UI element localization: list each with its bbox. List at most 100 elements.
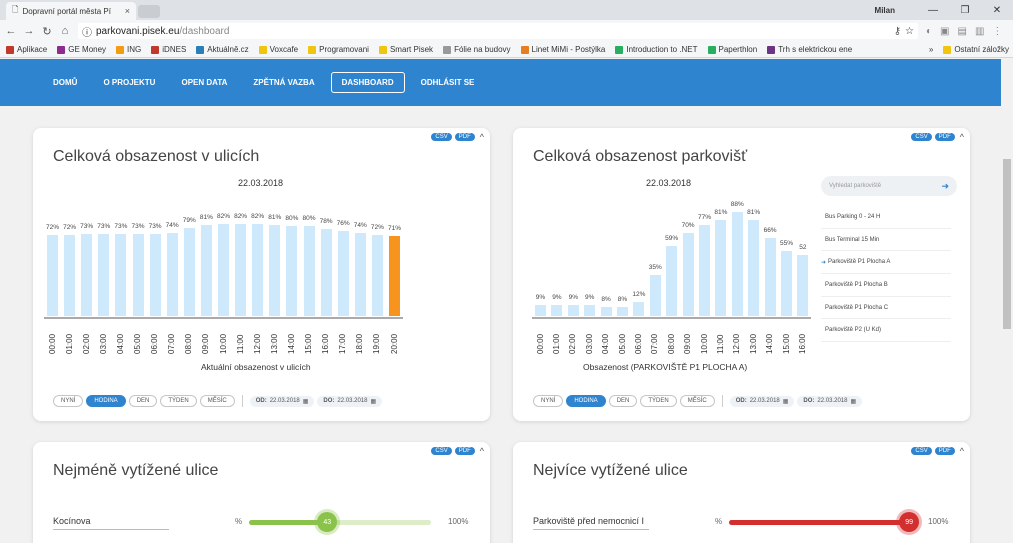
- nav-item[interactable]: DOMŮ: [53, 78, 78, 87]
- browser-tab[interactable]: 🗋 Dopravní portál města Pí ×: [6, 2, 136, 20]
- collapse-icon[interactable]: ^: [959, 132, 964, 142]
- chart-bar[interactable]: [715, 220, 727, 316]
- period-button[interactable]: MĚSÍC: [199, 395, 235, 407]
- parking-list-item[interactable]: Parkoviště P1 Plocha C: [821, 297, 951, 320]
- chart-bar[interactable]: [617, 306, 628, 316]
- chart-bar[interactable]: [166, 233, 178, 316]
- bookmarks-more-icon[interactable]: »: [928, 45, 934, 54]
- chart-bar[interactable]: [781, 251, 792, 316]
- search-arrow-icon[interactable]: ➜: [941, 180, 949, 191]
- calendar-icon[interactable]: ▦: [850, 398, 857, 405]
- period-button[interactable]: HODINA: [86, 395, 126, 407]
- bookmark-item[interactable]: ING: [116, 45, 141, 54]
- collapse-icon[interactable]: ^: [959, 446, 964, 456]
- chart-bar[interactable]: [286, 226, 298, 316]
- chart-bar[interactable]: [269, 225, 281, 316]
- maximize-icon[interactable]: ❐: [960, 4, 970, 16]
- star-icon[interactable]: ☆: [905, 25, 914, 37]
- chart-bar[interactable]: [600, 306, 612, 316]
- bookmark-item[interactable]: Voxcafe: [258, 45, 298, 54]
- chart-bar[interactable]: [81, 234, 93, 316]
- nav-item[interactable]: DASHBOARD: [330, 72, 405, 93]
- chart-bar[interactable]: [682, 233, 694, 316]
- street-name[interactable]: Kocínova: [53, 516, 169, 530]
- bookmark-item[interactable]: GE Money: [57, 45, 106, 54]
- date-from-field[interactable]: OD: 22.03.2018 ▦: [729, 395, 795, 407]
- chart-bar[interactable]: [149, 234, 161, 316]
- period-button[interactable]: DEN: [608, 395, 638, 407]
- bookmark-item[interactable]: Programovani: [308, 45, 369, 54]
- bookmark-item[interactable]: Paperthlon: [707, 45, 757, 54]
- csv-button[interactable]: CSV: [431, 133, 452, 141]
- minimize-icon[interactable]: —: [928, 4, 938, 16]
- bookmark-item[interactable]: iDNES: [151, 45, 186, 54]
- chart-bar[interactable]: [649, 274, 661, 316]
- chart-bar[interactable]: [666, 246, 678, 316]
- chart-bar[interactable]: [371, 235, 383, 316]
- chart-bar[interactable]: [567, 305, 579, 316]
- back-icon[interactable]: ←: [5, 25, 17, 37]
- period-button[interactable]: NYNÍ: [533, 395, 564, 407]
- forward-icon[interactable]: →: [23, 25, 35, 37]
- parking-list-item[interactable]: Parkoviště P1 Plocha B: [821, 274, 951, 297]
- home-icon[interactable]: ⌂: [61, 25, 69, 37]
- chart-bar[interactable]: [764, 238, 776, 316]
- chart-bar[interactable]: [200, 225, 212, 316]
- period-button[interactable]: TÝDEN: [640, 395, 677, 407]
- close-window-icon[interactable]: ✕: [992, 4, 1002, 16]
- menu-icon[interactable]: ⋮: [992, 25, 1003, 37]
- other-bookmarks[interactable]: Ostatní záložky: [943, 45, 1009, 54]
- period-button[interactable]: NYNÍ: [53, 395, 84, 407]
- pdf-button[interactable]: PDF: [454, 133, 475, 141]
- extension-icon[interactable]: ▥: [974, 25, 985, 37]
- chart-bar[interactable]: [47, 235, 58, 316]
- bookmark-item[interactable]: Aktuálně.cz: [196, 45, 249, 54]
- new-tab-button[interactable]: [138, 5, 160, 18]
- collapse-icon[interactable]: ^: [479, 132, 484, 142]
- extension-icon[interactable]: ▣: [940, 25, 950, 37]
- chart-bar[interactable]: [252, 224, 264, 316]
- street-name[interactable]: Parkoviště před nemocnicí I: [533, 516, 649, 530]
- chart-bar[interactable]: [389, 236, 400, 316]
- collapse-icon[interactable]: ^: [479, 446, 484, 456]
- period-button[interactable]: HODINA: [566, 395, 606, 407]
- chart-bar[interactable]: [584, 305, 596, 316]
- profile-name[interactable]: Milan: [874, 5, 895, 15]
- parking-list-item[interactable]: Bus Terminal 15 Min: [821, 229, 951, 252]
- bookmark-item[interactable]: Introduction to .NET: [615, 45, 698, 54]
- nav-item[interactable]: ODHLÁSIT SE: [420, 78, 475, 87]
- chart-bar[interactable]: [218, 224, 229, 316]
- date-to-field[interactable]: DO: 22.03.2018 ▦: [317, 395, 383, 407]
- calendar-icon[interactable]: ▦: [370, 398, 377, 405]
- bookmark-item[interactable]: Linet MiMi - Postýlka: [520, 45, 605, 54]
- info-icon[interactable]: ⓘ: [82, 27, 92, 39]
- calendar-icon[interactable]: ▦: [782, 398, 789, 405]
- chart-bar[interactable]: [354, 233, 366, 316]
- parking-list-item[interactable]: Parkoviště P2 (U Kd): [821, 319, 951, 343]
- pdf-button[interactable]: PDF: [934, 133, 955, 141]
- extension-icon[interactable]: ▤: [957, 25, 967, 37]
- scrollbar-thumb[interactable]: [1003, 159, 1011, 329]
- chart-bar[interactable]: [337, 230, 349, 316]
- date-from-field[interactable]: OD: 22.03.2018 ▦: [249, 395, 315, 407]
- pdf-button[interactable]: PDF: [454, 447, 475, 455]
- calendar-icon[interactable]: ▦: [302, 398, 309, 405]
- reload-icon[interactable]: ↻: [42, 25, 52, 38]
- csv-button[interactable]: CSV: [911, 447, 932, 455]
- chart-bar[interactable]: [731, 212, 743, 316]
- pdf-button[interactable]: PDF: [934, 447, 955, 455]
- key-icon[interactable]: ⚷: [893, 25, 902, 37]
- nav-item[interactable]: ZPĚTNÁ VAZBA: [253, 78, 315, 87]
- nav-item[interactable]: OPEN DATA: [181, 78, 228, 87]
- csv-button[interactable]: CSV: [431, 447, 452, 455]
- extension-icon[interactable]: ◐: [926, 25, 933, 37]
- parking-search-input[interactable]: Vyhledat parkoviště ➜: [821, 176, 957, 196]
- bookmark-item[interactable]: Fólie na budovy: [443, 45, 511, 54]
- bookmark-item[interactable]: Aplikace: [6, 45, 47, 54]
- period-button[interactable]: TÝDEN: [160, 395, 197, 407]
- chart-bar[interactable]: [535, 305, 546, 316]
- address-bar[interactable]: ⓘ parkovani.pisek.eu/dashboard ⚷ ☆: [78, 23, 918, 39]
- close-tab-icon[interactable]: ×: [124, 6, 130, 16]
- period-button[interactable]: DEN: [128, 395, 158, 407]
- date-to-field[interactable]: DO: 22.03.2018 ▦: [797, 395, 863, 407]
